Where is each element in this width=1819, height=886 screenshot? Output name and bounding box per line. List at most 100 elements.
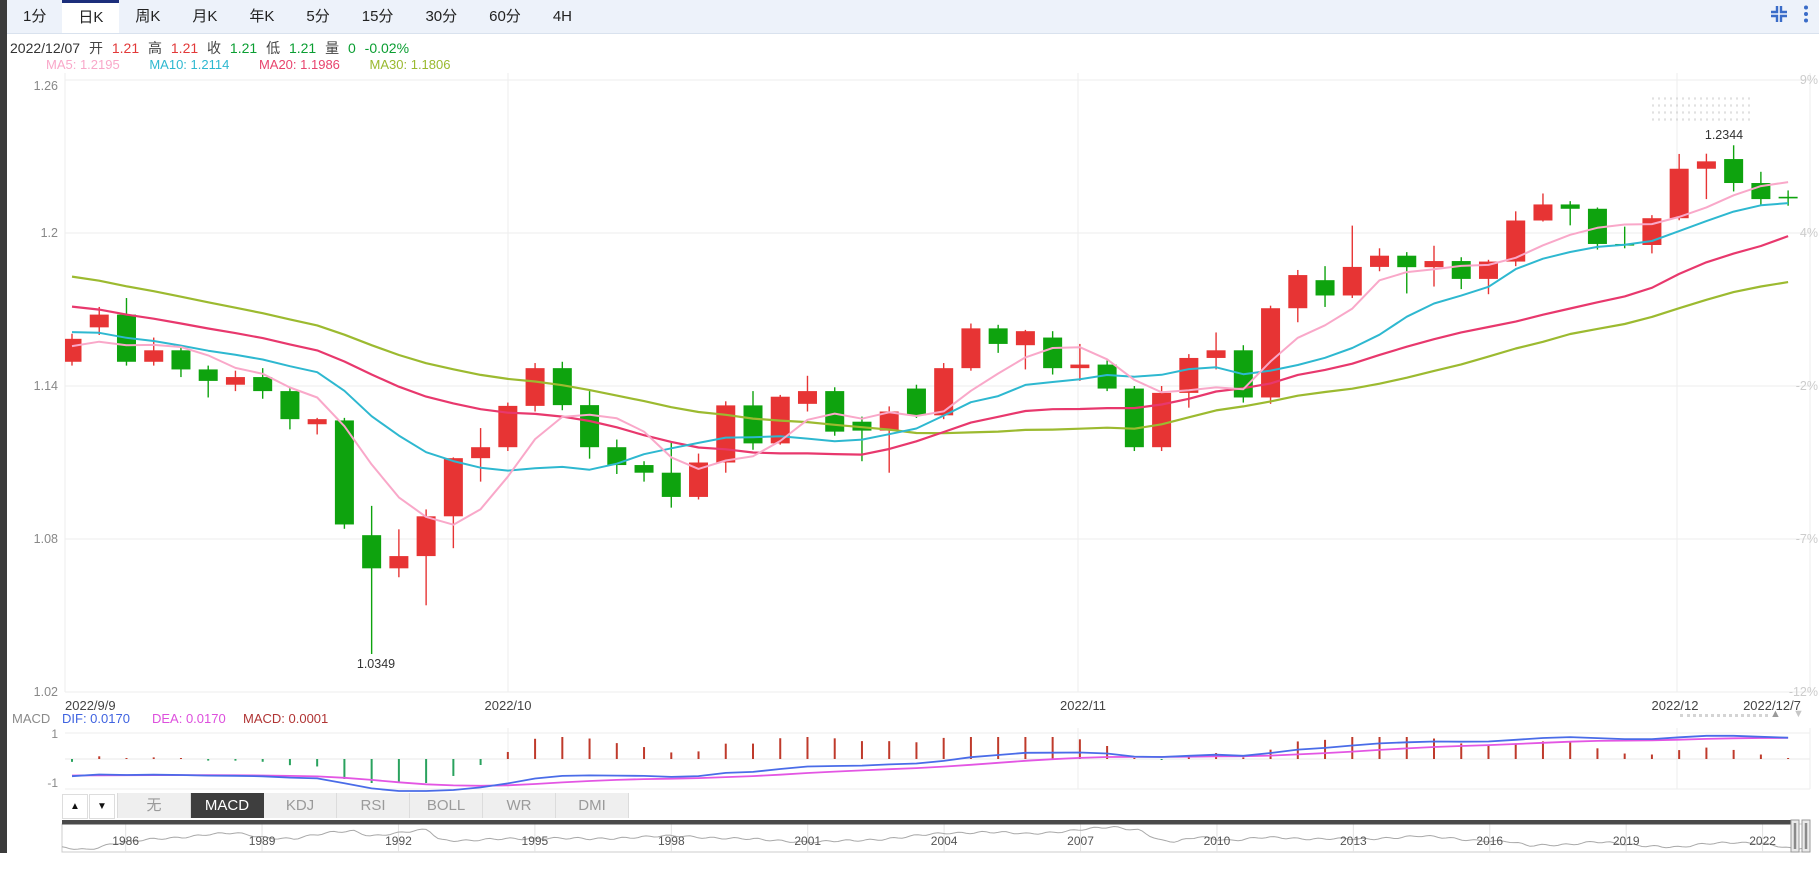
zoom-in-button[interactable]: ▲ [62,794,88,819]
period-tab-6[interactable]: 5分 [306,8,330,25]
navigator-year-label: 2016 [1476,834,1503,848]
ma10-line [71,202,1789,472]
candle-body [362,535,382,569]
candle-body [389,556,409,569]
annotation-min-low: 1.0349 [356,657,396,671]
navigator-year-label: 1995 [522,834,549,848]
indicator-tab-wr[interactable]: WR [483,793,556,818]
indicator-tab-macd[interactable]: MACD [191,793,264,818]
candle-body [1370,255,1390,267]
candle-body [716,405,736,463]
period-tab-3[interactable]: 周K [135,8,161,25]
percent-axis-tick: -2% [1795,379,1818,393]
candle-body [1506,220,1526,262]
candle-body [1778,196,1798,199]
ma30-line [71,275,1789,435]
ma5-line [71,181,1789,526]
navigator-year-label: 1986 [112,834,139,848]
volume-value: 0 [347,40,356,56]
indicator-tab-无[interactable]: 无 [117,793,191,818]
x-axis-label: 2022/9/9 [65,698,116,713]
candle-body [770,396,790,444]
navigator-year-label: 2007 [1067,834,1094,848]
candle-body [171,350,191,370]
close-value: 1.21 [229,40,258,56]
candle-body [525,368,545,406]
indicator-tab-kdj[interactable]: KDJ [264,793,337,818]
navigator-year-label: 2019 [1613,834,1640,848]
navigator-year-label: 1989 [249,834,276,848]
panel-collapse-icon[interactable]: ▼ [1793,708,1804,720]
price-axis-tick: 1.08 [33,532,58,546]
low-value: 1.21 [288,40,317,56]
candle-body [906,388,926,416]
period-tab-5[interactable]: 年K [249,8,275,25]
annotation-max-high: 1.2344 [1704,128,1744,142]
candle-body [797,391,817,404]
x-axis-label: 2022/12 [1651,698,1699,713]
candle-body [1070,364,1090,369]
date-range-navigator[interactable]: 1986 1989 1992 1995 1998 2001 2004 2007 2010 2013… [61,819,1811,853]
candle-body [661,472,681,497]
period-tabs: 1分 日K 周K 月K 年K 5分 15分 30分 60分 4H [7,0,588,33]
navigator-handle[interactable] [1801,819,1811,853]
kebab-menu-icon[interactable] [1803,4,1809,29]
candle-body [1424,261,1444,268]
panel-expand-icon[interactable]: ▲ [1770,708,1781,720]
candle-body [1288,275,1308,309]
candle-body [1124,388,1144,448]
price-axis-tick: 1.02 [33,685,58,699]
high-value: 1.21 [170,40,199,56]
candle-body [89,314,109,328]
period-tab-1[interactable]: 1分 [23,8,47,25]
candle-body [852,421,872,431]
high-label: 高 [148,40,162,56]
indicator-tab-dmi[interactable]: DMI [556,793,629,818]
indicator-tab-rsi[interactable]: RSI [337,793,410,818]
candle-body [1615,243,1635,246]
zoom-out-button[interactable]: ▼ [89,794,115,819]
left-edge-strip [0,0,7,853]
period-tab-10[interactable]: 4H [552,8,572,25]
period-tab-8[interactable]: 30分 [425,8,458,25]
period-tab-4[interactable]: 月K [192,8,218,25]
low-label: 低 [266,40,281,56]
open-value: 1.21 [111,40,140,56]
ma30-legend: MA30: 1.1806 [369,57,451,72]
ohlc-info-bar: 2022/12/07 开 1.21 高 1.21 收 1.21 低 1.21 量… [10,38,414,58]
candle-body [416,516,436,557]
watermark [1650,95,1750,121]
indicator-tab-boll[interactable]: BOLL [410,793,483,818]
candle-body [1397,255,1417,268]
navigator-year-label: 1998 [658,834,685,848]
candle-body [1206,350,1226,358]
candle-body [65,338,82,362]
navigator-series-line [61,825,1807,850]
period-tab-9[interactable]: 60分 [489,8,521,25]
candle-body [634,465,654,473]
price-axis-tick: 1.14 [33,379,58,393]
ma10-legend: MA10: 1.2114 [149,57,230,72]
candle-body [1669,168,1689,219]
candle-body [879,411,899,431]
candle-body [1342,266,1362,296]
close-label: 收 [207,40,222,56]
candle-body [1097,364,1117,389]
price-axis-tick: 1.26 [33,79,58,93]
percent-axis-tick: -7% [1795,532,1818,546]
collapse-icon[interactable] [1769,4,1789,29]
info-date: 2022/12/07 [10,40,81,56]
navigator-year-label: 2013 [1340,834,1367,848]
candle-body [1451,261,1471,279]
candle-body [988,328,1008,344]
percent-axis-tick: -12% [1788,685,1818,699]
candle-body [825,391,845,432]
percent-axis-tick: 9% [1799,73,1818,87]
navigator-handle[interactable] [1790,819,1800,853]
navigator-year-label: 2004 [931,834,958,848]
x-axis-label: 2022/12/7 [1743,698,1801,713]
candle-body [1152,392,1172,448]
period-tab-2[interactable]: 日K [62,0,120,33]
period-tab-7[interactable]: 15分 [361,8,394,25]
